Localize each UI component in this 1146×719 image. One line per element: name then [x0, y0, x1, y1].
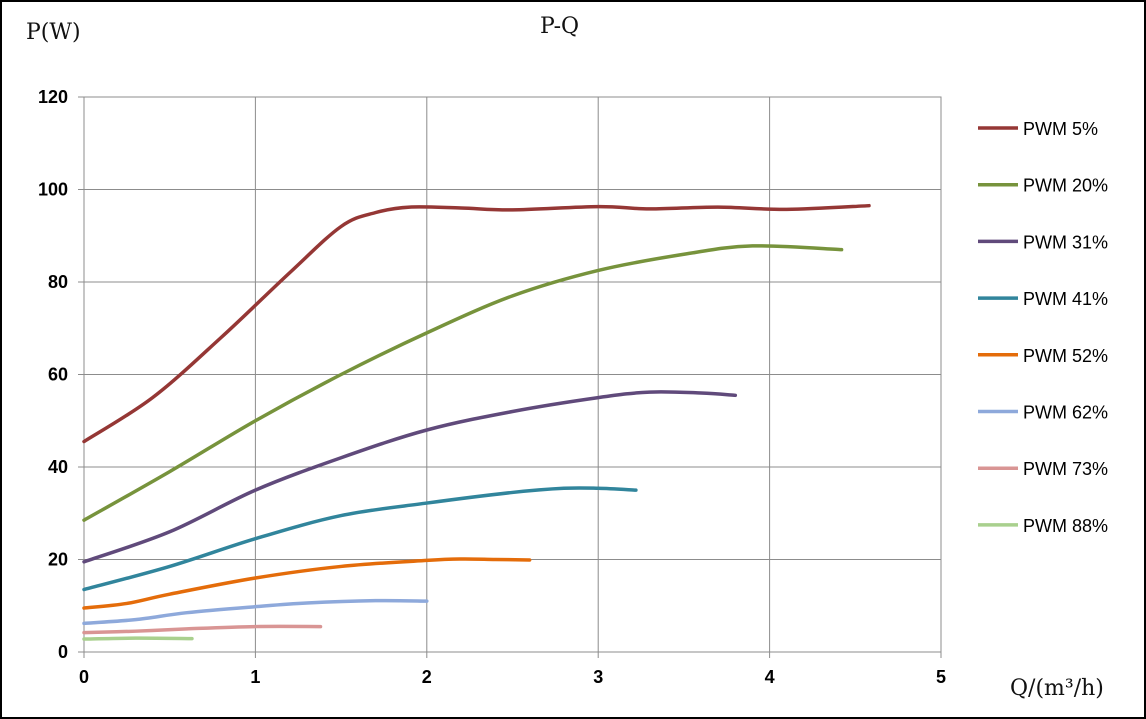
series-line-0 [82, 203, 871, 444]
y-tick-label: 0 [58, 642, 68, 662]
legend-label-0: PWM 5% [1023, 119, 1098, 139]
series-line-3 [82, 486, 638, 592]
legend-label-2: PWM 31% [1023, 232, 1108, 252]
x-tick-label: 3 [593, 667, 603, 687]
y-tick-label: 120 [38, 87, 68, 107]
axes: 0 20 40 60 80 100 120 0 1 2 3 4 5 [38, 87, 946, 687]
legend-label-4: PWM 52% [1023, 346, 1108, 366]
series-line-7 [82, 636, 194, 641]
series-lines [82, 203, 871, 641]
legend-label-5: PWM 62% [1023, 403, 1108, 423]
x-tick-label: 5 [936, 667, 946, 687]
legend-label-1: PWM 20% [1023, 176, 1108, 196]
x-tick-label: 1 [250, 667, 260, 687]
x-axis-label: Q/(m³/h) [1010, 676, 1104, 701]
chart-title: P-Q [540, 14, 580, 39]
legend-label-3: PWM 41% [1023, 289, 1108, 309]
x-tick-label: 4 [765, 667, 775, 687]
y-tick-label: 60 [48, 365, 68, 385]
series-line-6 [82, 624, 323, 635]
series-line-4 [82, 557, 532, 610]
y-axis-label: P(W) [26, 20, 81, 45]
series-line-5 [82, 598, 429, 626]
x-tick-label: 2 [422, 667, 432, 687]
y-tick-label: 100 [38, 180, 68, 200]
legend-label-7: PWM 88% [1023, 516, 1108, 536]
series-line-2 [82, 390, 738, 564]
x-tick-label: 0 [79, 667, 89, 687]
series-line-1 [82, 244, 844, 522]
y-tick-label: 80 [48, 272, 68, 292]
legend: PWM 5% PWM 20% PWM 31% PWM 41% PWM 52% PWM 62… [978, 119, 1108, 536]
legend-label-6: PWM 73% [1023, 459, 1108, 479]
grid [83, 96, 942, 653]
y-tick-label: 20 [48, 550, 68, 570]
y-tick-label: 40 [48, 457, 68, 477]
